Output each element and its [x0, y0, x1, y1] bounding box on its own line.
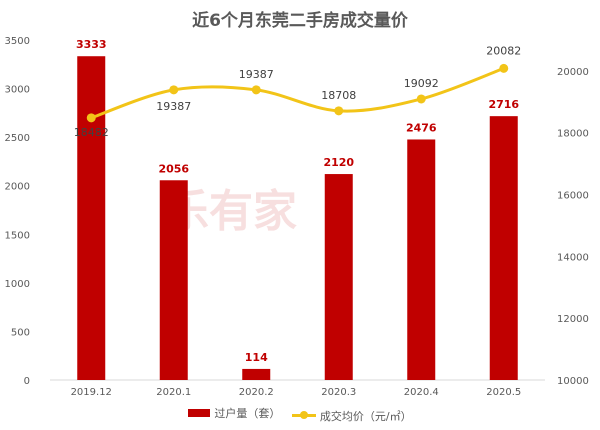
x-tick-label: 2020.1 [156, 387, 191, 398]
line-point [499, 63, 509, 73]
price-line [90, 66, 505, 120]
legend-item-bar: 过户量（套） [188, 405, 280, 421]
line-data-label: 20082 [486, 44, 521, 57]
line-data-label: 18708 [321, 89, 356, 102]
legend-item-line: 成交均价（元/㎡） [291, 408, 412, 424]
left-tick-label: 1500 [5, 230, 30, 241]
legend-label-bar: 过户量（套） [214, 407, 281, 420]
legend: 过户量（套） 成交均价（元/㎡） [0, 405, 600, 424]
bar-data-label: 2476 [406, 121, 437, 134]
left-tick-label: 500 [11, 327, 30, 338]
line-data-label: 19387 [156, 100, 191, 113]
left-tick-label: 3000 [5, 85, 30, 96]
bar [489, 116, 518, 380]
right-tick-label: 20000 [557, 67, 589, 78]
bar [242, 368, 271, 380]
x-tick-label: 2020.5 [486, 387, 521, 398]
bar-data-label: 3333 [76, 38, 107, 51]
left-tick-label: 3500 [5, 36, 30, 47]
bar-data-label: 114 [245, 351, 268, 364]
bar-data-label: 2716 [488, 98, 519, 111]
legend-swatch-line [291, 411, 316, 419]
line-point [251, 85, 261, 95]
bar [159, 180, 188, 380]
x-tick-label: 2019.12 [71, 387, 112, 398]
line-data-label: 19092 [404, 77, 439, 90]
bar [324, 174, 353, 380]
bar [407, 139, 436, 380]
right-tick-label: 18000 [557, 129, 589, 140]
bar-data-label: 2120 [323, 156, 354, 169]
line-data-label: 18482 [74, 126, 109, 139]
bar [77, 56, 106, 380]
left-tick-label: 2500 [5, 133, 30, 144]
left-tick-label: 1000 [5, 279, 30, 290]
x-tick-label: 2020.4 [404, 387, 439, 398]
line-point [334, 106, 344, 116]
line-point [416, 94, 426, 104]
legend-swatch-bar [188, 409, 211, 417]
line-point [86, 113, 96, 123]
left-tick-label: 2000 [5, 182, 30, 193]
right-tick-label: 12000 [557, 314, 589, 325]
right-tick-label: 16000 [557, 191, 589, 202]
right-tick-label: 10000 [557, 376, 589, 387]
line-point [169, 85, 179, 95]
right-tick-label: 14000 [557, 252, 589, 263]
left-tick-label: 0 [24, 376, 30, 387]
legend-label-line: 成交均价（元/㎡） [319, 409, 412, 423]
bar-data-label: 2056 [158, 162, 189, 175]
chart-title: 近6个月东莞二手房成交量价 [192, 11, 408, 31]
x-tick-label: 2020.2 [239, 387, 274, 398]
line-data-label: 19387 [239, 68, 274, 81]
x-tick-label: 2020.3 [321, 387, 356, 398]
